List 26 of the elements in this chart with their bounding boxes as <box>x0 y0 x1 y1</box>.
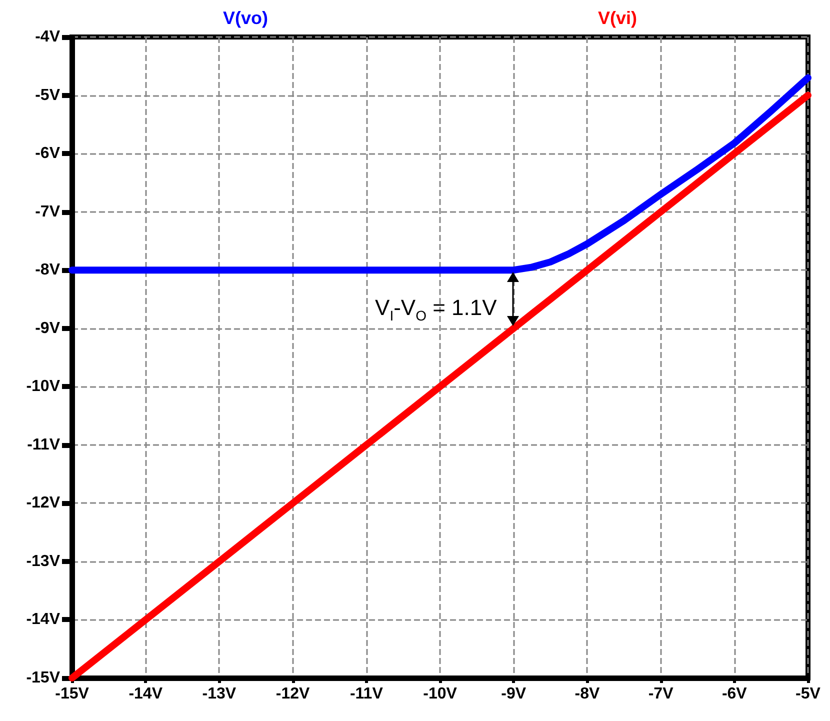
x-tick-label: -12V <box>276 686 310 702</box>
y-tick-label: -13V <box>26 552 60 570</box>
x-tick-label: -11V <box>350 686 384 702</box>
x-tick-label: -10V <box>423 686 458 702</box>
y-tick-label: -5V <box>35 86 60 104</box>
x-tick-label: -15V <box>55 686 90 702</box>
x-tick-label: -5V <box>796 686 821 702</box>
x-tick-label: -7V <box>648 686 674 702</box>
text: V(vi) <box>598 8 638 28</box>
y-tick-label: -14V <box>26 611 60 628</box>
annotation: V$_{I}$-V$_{O}$ = 1.1V <box>375 295 497 324</box>
y-tick-label: -9V <box>35 320 60 337</box>
x-tick-label: -9V <box>501 686 526 702</box>
x-tick-label: -14V <box>128 686 163 702</box>
x-tick-label: -6V <box>722 686 748 702</box>
text: V(vo) <box>222 8 268 28</box>
y-tick-label: -6V <box>35 145 60 162</box>
y-tick-label: -11V <box>27 436 60 454</box>
y-tick-label: -10V <box>26 378 60 396</box>
y-tick-label: -15V <box>26 670 60 686</box>
x-tick-label: -8V <box>574 686 600 702</box>
y-tick-label: -8V <box>35 262 60 279</box>
y-tick-label: -12V <box>26 494 60 512</box>
y-tick-label: -7V <box>35 203 60 220</box>
y-tick-label: -4V <box>35 28 60 46</box>
x-tick-label: -13V <box>202 686 236 702</box>
